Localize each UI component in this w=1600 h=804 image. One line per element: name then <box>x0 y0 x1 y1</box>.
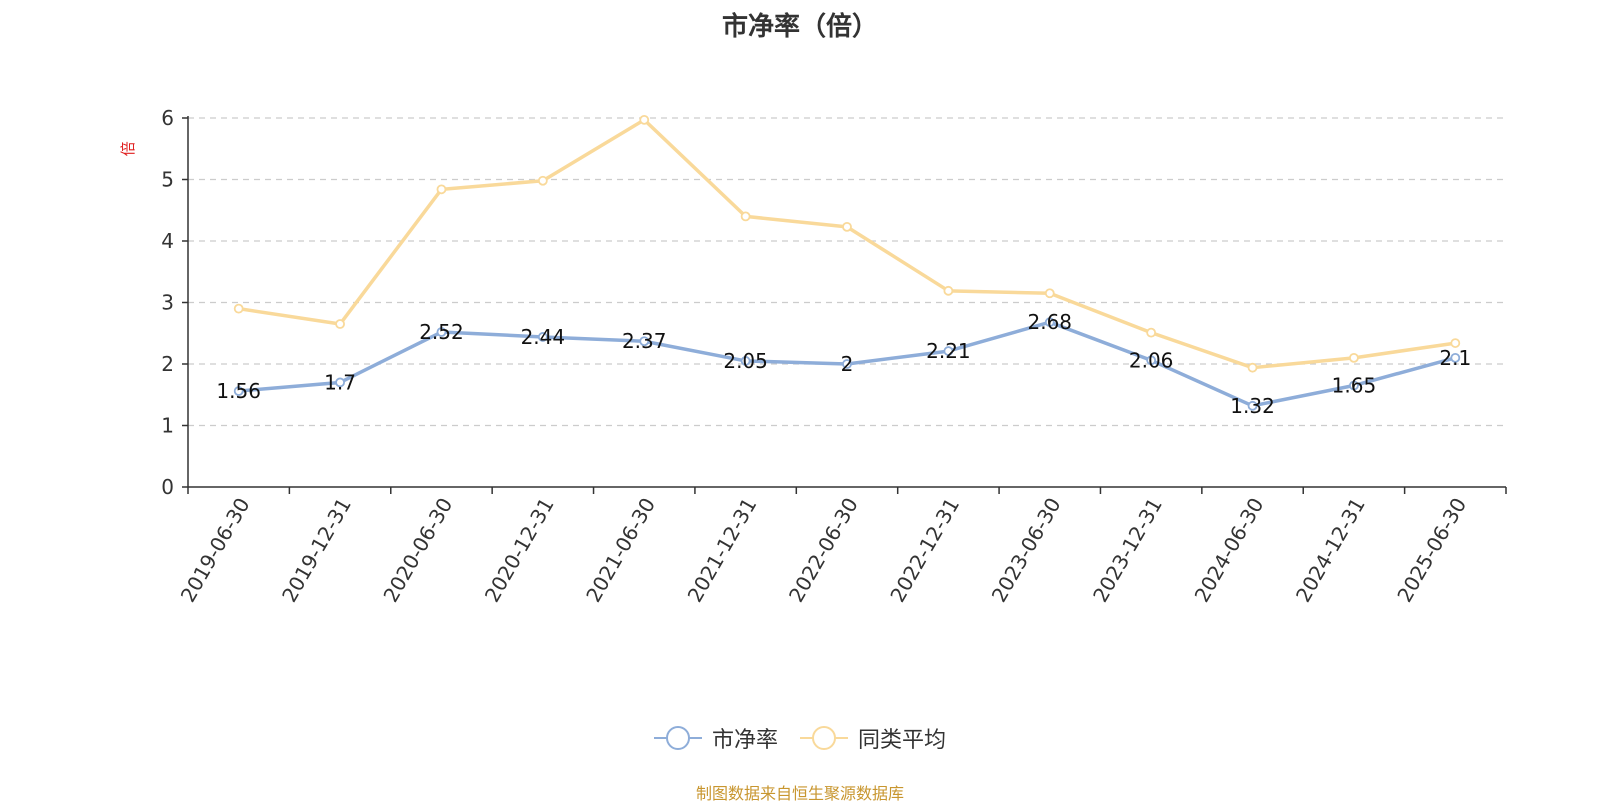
x-tick-label: 2019-06-30 <box>176 494 255 607</box>
data-label: 2.68 <box>1028 310 1073 334</box>
x-tick-label: 2020-06-30 <box>378 494 457 607</box>
data-point-1 <box>537 175 548 186</box>
data-label: 2.52 <box>419 320 464 344</box>
x-tick-label: 2024-06-30 <box>1189 494 1268 607</box>
x-tick-label: 2022-06-30 <box>784 494 863 607</box>
data-point-0 <box>1044 317 1055 328</box>
data-label: 2.05 <box>723 349 768 373</box>
data-point-1 <box>943 285 954 296</box>
data-label: 2.06 <box>1129 348 1174 372</box>
chart-legend: 市净率 同类平均 <box>0 722 1600 754</box>
data-label: 2 <box>841 352 854 376</box>
x-tick-label: 2023-06-30 <box>987 494 1066 607</box>
x-tick-label: 2022-12-31 <box>885 494 964 607</box>
data-point-1 <box>1450 338 1461 348</box>
legend-item-pb-ratio[interactable]: 市净率 <box>653 722 778 754</box>
y-axis-label: 倍 <box>119 141 137 156</box>
y-tick-label: 1 <box>161 414 174 438</box>
y-tick-label: 6 <box>161 106 174 130</box>
data-point-0 <box>1349 380 1359 391</box>
data-point-1 <box>639 114 650 125</box>
data-label: 1.65 <box>1332 374 1377 398</box>
x-tick-label: 2024-12-31 <box>1291 494 1370 607</box>
y-tick-label: 5 <box>161 168 174 192</box>
data-point-1 <box>233 303 244 314</box>
data-label: 2.37 <box>622 329 667 353</box>
data-point-0 <box>233 386 244 396</box>
data-point-0 <box>537 332 548 342</box>
data-label: 2.21 <box>926 339 971 363</box>
legend-label-pb-ratio: 市净率 <box>711 728 778 753</box>
legend-marker-peer-average <box>800 726 848 750</box>
data-label: 1.7 <box>324 370 356 394</box>
x-tick-label: 2019-12-31 <box>277 494 356 607</box>
data-label: 1.56 <box>216 379 261 403</box>
data-point-1 <box>1146 327 1157 338</box>
data-point-1 <box>335 319 345 329</box>
data-point-0 <box>639 336 650 347</box>
y-tick-label: 0 <box>161 475 174 499</box>
x-tick-label: 2021-12-31 <box>683 494 762 607</box>
x-tick-label: 2021-06-30 <box>581 494 660 607</box>
data-point-1 <box>842 221 852 232</box>
data-point-1 <box>1044 288 1055 299</box>
data-label: 2.44 <box>521 325 566 349</box>
x-tick-label: 2023-12-31 <box>1088 494 1167 607</box>
legend-label-peer-average: 同类平均 <box>858 728 947 753</box>
data-point-1 <box>1349 352 1359 363</box>
data-point-1 <box>436 184 447 195</box>
data-point-0 <box>335 377 345 388</box>
source-note: 制图数据来自恒生聚源数据库 <box>695 784 904 803</box>
y-tick-label: 2 <box>161 352 174 376</box>
data-point-0 <box>943 346 954 356</box>
data-point-0 <box>1146 355 1157 366</box>
chart-title: 市净率（倍） <box>721 12 878 42</box>
data-point-1 <box>740 211 751 222</box>
y-tick-label: 3 <box>161 291 174 315</box>
data-point-0 <box>436 327 447 337</box>
legend-item-peer-average[interactable]: 同类平均 <box>800 722 946 754</box>
data-point-0 <box>1247 400 1258 411</box>
data-label: 2.1 <box>1439 346 1471 370</box>
y-tick-label: 4 <box>161 229 174 253</box>
x-tick-label: 2020-12-31 <box>480 494 559 607</box>
x-tick-label: 2025-06-30 <box>1392 494 1471 607</box>
data-label: 1.32 <box>1230 394 1275 418</box>
data-point-0 <box>740 356 751 366</box>
data-point-1 <box>1247 362 1258 373</box>
data-point-0 <box>842 359 852 369</box>
legend-marker-pb-ratio <box>653 726 702 750</box>
data-point-0 <box>1450 352 1461 363</box>
